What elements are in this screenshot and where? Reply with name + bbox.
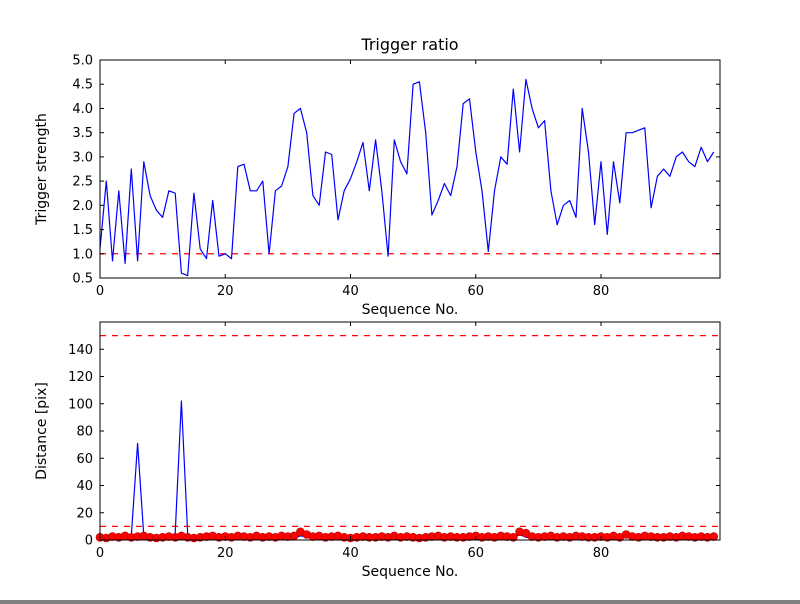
x-tick-label: 20	[217, 284, 234, 299]
y-tick-label: 0.5	[72, 272, 93, 287]
y-tick-label: 20	[76, 506, 93, 521]
y-axis-label: Trigger strength	[34, 113, 50, 226]
distance-subplot: 0 20 40 60 80 0 20 40 60 80 100 120 140 Sequence No. D…	[34, 321, 721, 580]
y-tick-label: 60	[76, 452, 93, 467]
trigger-strength-subplot: 0 20 40 60 80 0.5 1.0 1.5 2.0 2.5 3.0 3.5 4.0 4.5 5.0 T…	[34, 35, 721, 318]
x-tick-label: 80	[593, 546, 610, 561]
y-tick-label: 0	[85, 534, 93, 549]
y-tick-label: 100	[68, 397, 93, 412]
axes-frame	[99, 59, 721, 279]
trigger-strength	[99, 78, 715, 277]
y-tick-label: 2.5	[72, 175, 93, 190]
y-axis-label: Distance [pix]	[34, 382, 50, 480]
x-tick-label: 60	[467, 284, 484, 299]
x-tick-label: 0	[96, 546, 104, 561]
y-tick-label: 80	[76, 425, 93, 440]
axes-background	[100, 60, 720, 278]
x-axis-label: Sequence No.	[362, 564, 459, 580]
x-tick-label: 0	[96, 284, 104, 299]
data-marker	[709, 532, 719, 541]
y-tick-label: 40	[76, 479, 93, 494]
x-tick-label: 40	[342, 284, 359, 299]
y-tick-label: 4.5	[72, 78, 93, 93]
y-tick-label: 2.0	[72, 199, 93, 214]
y-tick-label: 120	[68, 370, 93, 385]
x-tick-label: 40	[342, 546, 359, 561]
y-tick-label: 140	[68, 343, 93, 358]
data-marker	[508, 532, 518, 542]
y-tick-label: 4.0	[72, 102, 93, 117]
axes-background	[100, 322, 720, 540]
x-tick-label: 20	[217, 546, 234, 561]
x-tick-label: 80	[593, 284, 610, 299]
y-tick-label: 5.0	[72, 54, 93, 69]
y-tick-label: 1.0	[72, 247, 93, 262]
y-tick-label: 1.5	[72, 223, 93, 238]
y-tick-label: 3.5	[72, 126, 93, 141]
chart-title: Trigger ratio	[360, 35, 458, 54]
x-tick-label: 60	[467, 546, 484, 561]
y-tick-label: 3.0	[72, 150, 93, 165]
x-axis-label: Sequence No.	[362, 302, 459, 318]
